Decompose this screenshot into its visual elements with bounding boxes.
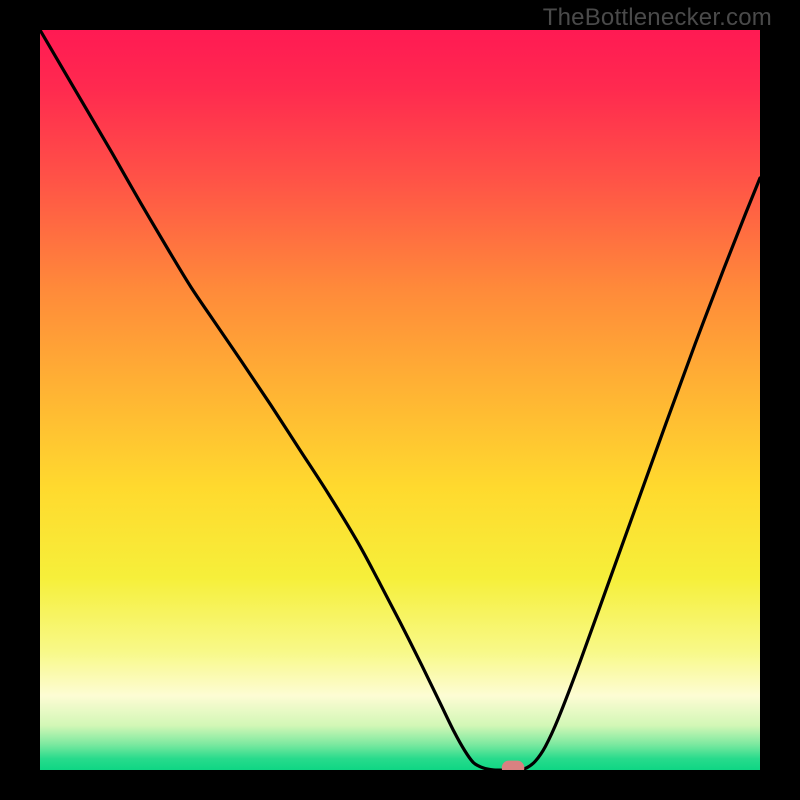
gradient-background	[40, 30, 760, 770]
bottleneck-chart-svg	[0, 0, 800, 800]
plot-area	[40, 30, 760, 774]
chart-stage: TheBottlenecker.com	[0, 0, 800, 800]
